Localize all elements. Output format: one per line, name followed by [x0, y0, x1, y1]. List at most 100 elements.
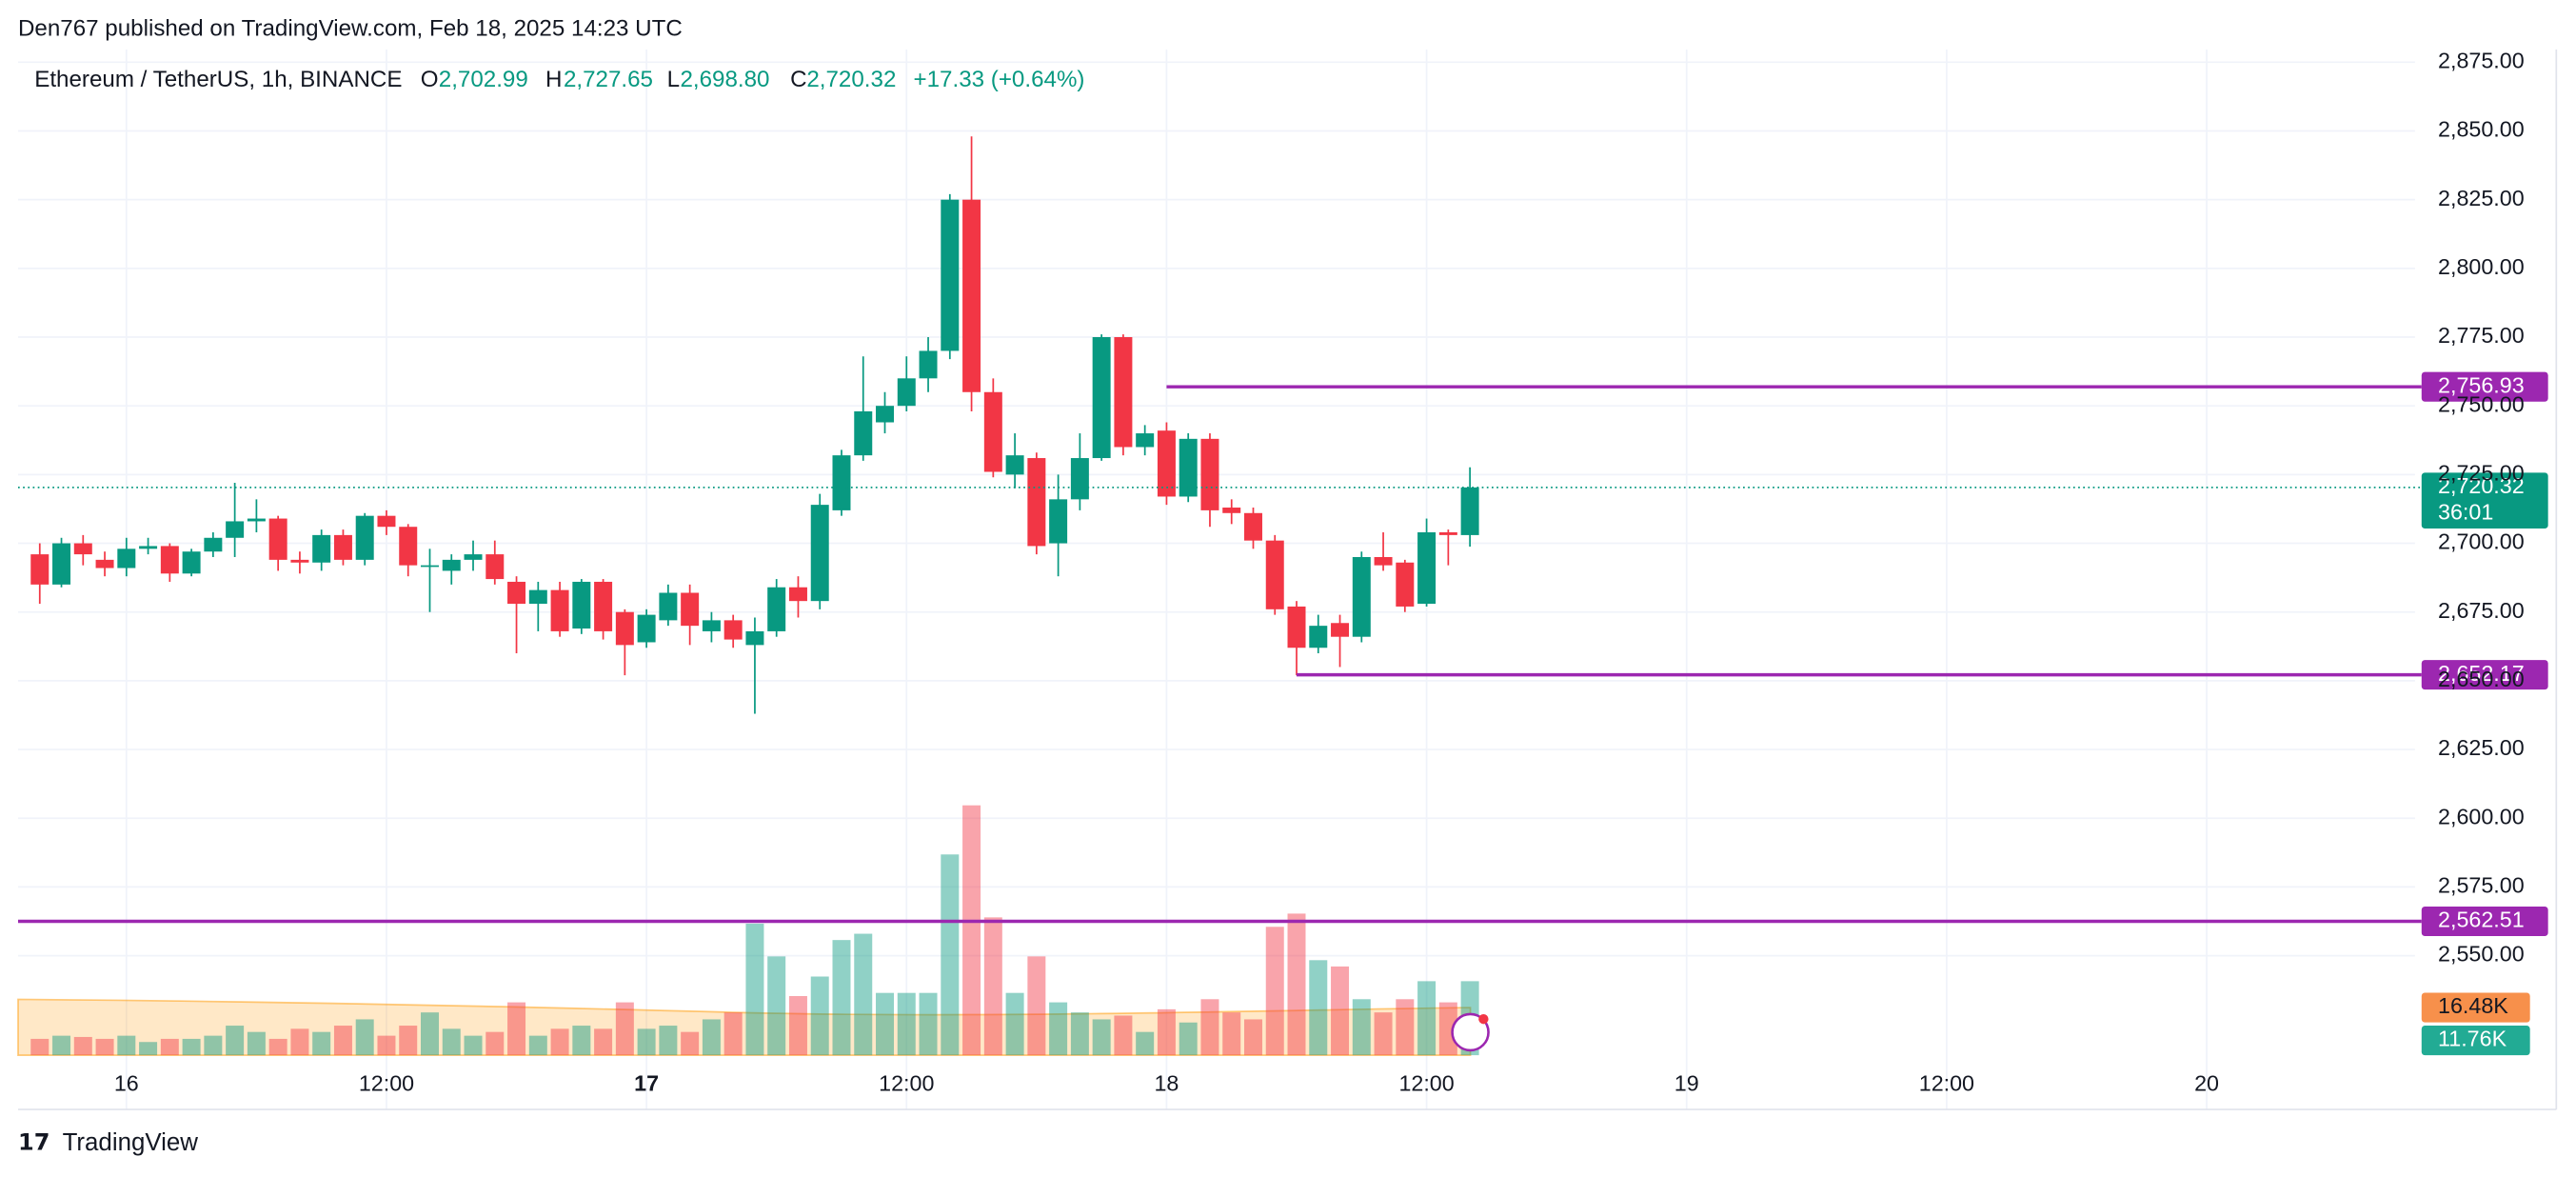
y-tick-label: 2,600.00 — [2438, 804, 2525, 828]
candle-body — [30, 554, 50, 585]
y-tick-label: 2,775.00 — [2438, 323, 2525, 348]
volume-bar — [73, 1036, 92, 1056]
candle-body — [1070, 458, 1089, 500]
volume-bar — [919, 992, 938, 1056]
volume-bar — [333, 1026, 352, 1056]
candle-body — [333, 534, 352, 560]
y-tick-label: 2,700.00 — [2438, 529, 2525, 554]
volume-bar — [745, 923, 764, 1056]
candle-body — [1265, 540, 1284, 609]
candle-body — [854, 410, 873, 456]
x-tick-label: 12:00 — [1398, 1070, 1454, 1095]
volume-bar — [1049, 1002, 1068, 1056]
candle-body — [73, 543, 92, 555]
candle-body — [52, 543, 71, 585]
x-tick-label: 18 — [1154, 1070, 1179, 1095]
y-tick-label: 2,750.00 — [2438, 391, 2525, 416]
candle-body — [702, 620, 721, 631]
candle-body — [247, 518, 266, 522]
candle-body — [1396, 562, 1415, 607]
candle-body — [681, 592, 700, 627]
candle-body — [723, 620, 743, 640]
legend-o: O — [421, 67, 439, 92]
candle-body — [1136, 433, 1155, 448]
volume-bar — [1417, 981, 1437, 1056]
candle-body — [637, 614, 656, 643]
x-tick-label: 12:00 — [1919, 1070, 1974, 1095]
volume-bar — [897, 992, 916, 1056]
volume-bar — [464, 1035, 483, 1056]
volume-bar — [876, 992, 895, 1056]
candle-body — [268, 518, 287, 560]
volume-bar — [182, 1038, 201, 1056]
volume-bar — [421, 1012, 439, 1056]
candle-body — [355, 515, 374, 560]
y-tick-label: 2,850.00 — [2438, 117, 2525, 142]
candle-body — [399, 527, 418, 566]
candle-body — [767, 587, 786, 631]
icon — [1451, 1012, 1490, 1052]
volume-bar — [681, 1031, 700, 1056]
volume-bar — [377, 1035, 396, 1056]
volume-bar — [1352, 999, 1371, 1056]
candle-body — [897, 378, 916, 407]
volume-bar — [355, 1019, 374, 1056]
volume-bar — [485, 1031, 505, 1056]
volume-bar — [1157, 1008, 1176, 1056]
candle-body — [659, 592, 678, 621]
volume-bar — [268, 1038, 287, 1056]
volume-bar — [247, 1031, 266, 1056]
candle-body — [226, 521, 245, 538]
candle-body — [572, 581, 591, 629]
candle-body — [377, 515, 396, 528]
y-tick-label: 2,575.00 — [2438, 873, 2525, 898]
legend-h-value: 2,727.65 — [564, 67, 653, 92]
candle-body — [182, 551, 201, 574]
legend-o-value: 2,702.99 — [439, 67, 528, 92]
x-tick-label: 12:00 — [879, 1070, 934, 1095]
plot: 2,756.932,652.172,562.512,720.3236:0116.… — [17, 49, 2548, 1110]
x-tick-label: 20 — [2194, 1070, 2219, 1095]
volume-bar — [941, 854, 960, 1056]
candle-body — [1309, 626, 1328, 648]
volume-bar — [1114, 1015, 1133, 1056]
candle-body — [1114, 337, 1133, 448]
volume-last-bg — [2421, 1026, 2530, 1056]
level-label-bg — [2421, 371, 2548, 402]
volume-bar — [1200, 999, 1219, 1056]
x-tick-label: 17 — [634, 1070, 659, 1095]
volume-bar — [615, 1002, 634, 1056]
candle-body — [290, 559, 309, 563]
candle-body — [160, 546, 179, 574]
candle-body — [832, 455, 851, 510]
candle-body — [919, 350, 938, 379]
volume-bar — [1179, 1022, 1198, 1056]
level-label: 2,652.17 — [2438, 661, 2525, 686]
y-tick-label: 2,675.00 — [2438, 598, 2525, 623]
volume-ma-area — [17, 998, 1472, 1056]
volume-bar — [1092, 1019, 1111, 1056]
y-tick-label: 2,875.00 — [2438, 48, 2525, 72]
candle-body — [1005, 455, 1024, 475]
volume-bar — [810, 976, 829, 1056]
volume-bar — [594, 1028, 613, 1056]
y-tick-label: 2,625.00 — [2438, 735, 2525, 760]
level-label-bg — [2421, 660, 2548, 690]
volume-bar — [139, 1042, 158, 1056]
candle-body — [550, 589, 569, 631]
volume-bar — [1438, 1002, 1457, 1056]
volume-bar — [1396, 999, 1415, 1056]
candle-body — [442, 559, 461, 571]
volume-bar — [30, 1038, 50, 1056]
volume-bar — [312, 1031, 331, 1056]
x-tick-label: 12:00 — [359, 1070, 414, 1095]
candle-body — [983, 391, 1002, 472]
legend-l-value: 2,698.80 — [680, 67, 769, 92]
candle-body — [507, 581, 526, 605]
volume-bar — [52, 1035, 71, 1056]
candle-body — [1243, 512, 1262, 541]
volume-bar — [550, 1028, 569, 1056]
volume-bar — [1309, 960, 1328, 1056]
header: Den767 published on TradingView.com, Feb… — [18, 16, 683, 42]
